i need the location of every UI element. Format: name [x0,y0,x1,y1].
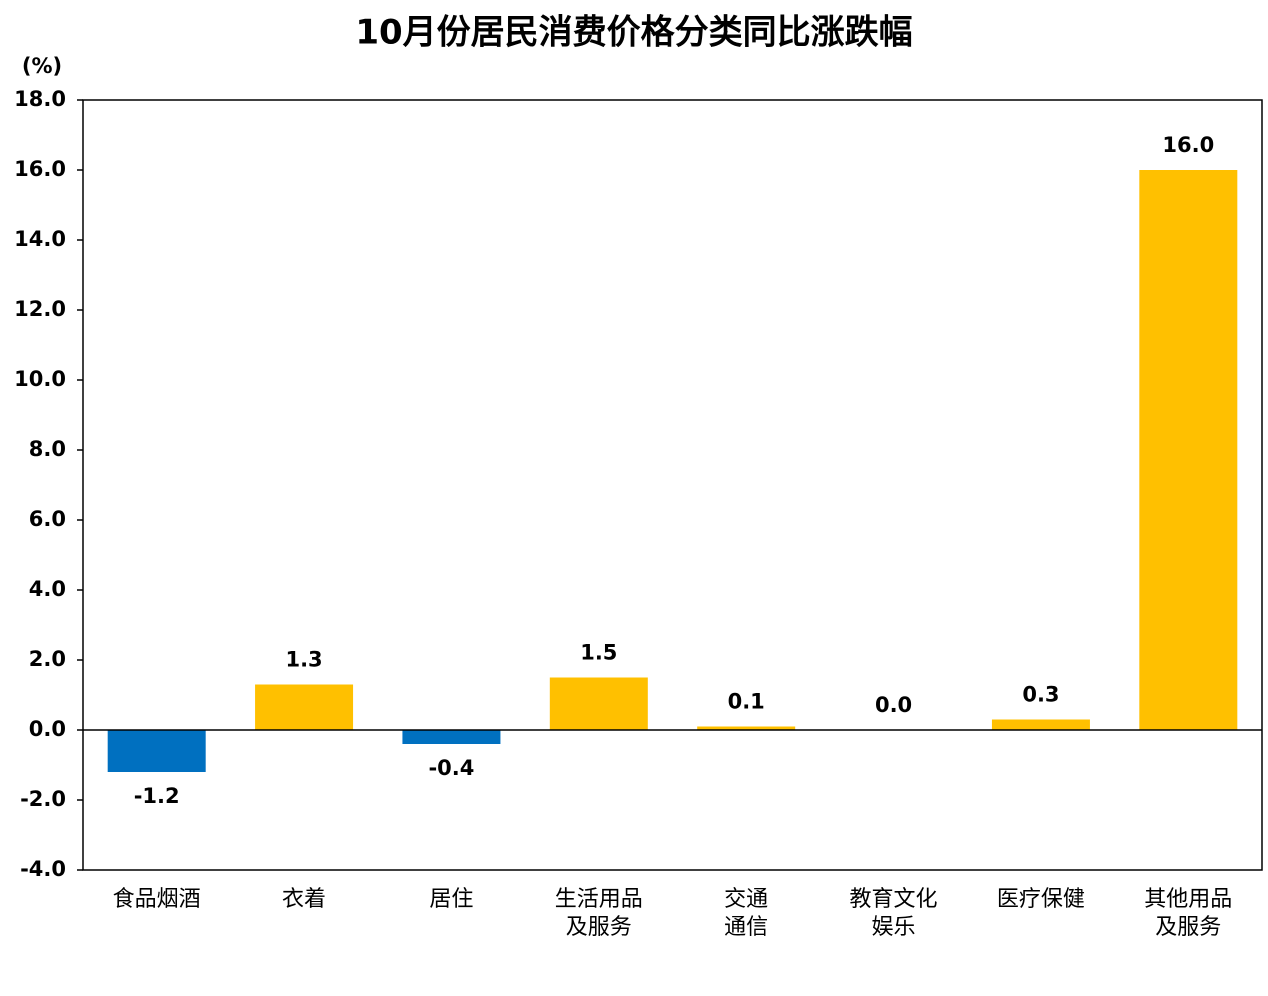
x-tick-label: 及服务 [566,915,632,940]
x-tick-label: 通信 [724,915,768,940]
x-tick-label: 医疗保健 [997,887,1085,912]
value-label: 0.3 [1022,683,1059,707]
x-tick-label: 居住 [429,887,473,912]
y-tick-label: 10.0 [14,367,66,391]
y-tick-label: 6.0 [29,507,66,531]
x-tick-label: 交通 [724,887,768,912]
x-tick-label: 衣着 [282,887,326,912]
value-label: 1.3 [285,648,322,672]
y-tick-label: 14.0 [14,227,66,251]
value-label: -1.2 [134,784,180,808]
bar [255,684,354,730]
x-tick-label: 及服务 [1155,915,1221,940]
bar [549,677,648,730]
y-tick-label: -2.0 [20,787,66,811]
value-label: 0.0 [875,693,912,717]
bar [107,730,206,772]
plot-frame [82,99,1263,871]
bar [697,726,796,730]
x-tick-label: 教育文化 [850,887,938,912]
value-label: 1.5 [580,641,617,665]
value-label: 16.0 [1162,133,1214,157]
bar [402,730,501,744]
value-label: -0.4 [428,756,474,780]
y-tick-label: 0.0 [29,717,66,741]
value-label: 0.1 [728,690,765,714]
y-tick-label: 18.0 [14,87,66,111]
y-axis-label: (%) [22,54,62,78]
bar [1139,170,1238,730]
y-tick-label: -4.0 [20,857,66,881]
y-tick-label: 8.0 [29,437,66,461]
chart-title: 10月份居民消费价格分类同比涨跌幅 [355,13,912,53]
x-tick-label: 生活用品 [555,887,643,912]
y-tick-label: 16.0 [14,157,66,181]
x-tick-label: 食品烟酒 [113,887,201,912]
y-tick-label: 4.0 [29,577,66,601]
x-tick-label: 娱乐 [872,915,916,940]
x-tick-label: 其他用品 [1144,887,1232,912]
y-tick-label: 12.0 [14,297,66,321]
y-tick-label: 2.0 [29,647,66,671]
bar [991,719,1090,730]
